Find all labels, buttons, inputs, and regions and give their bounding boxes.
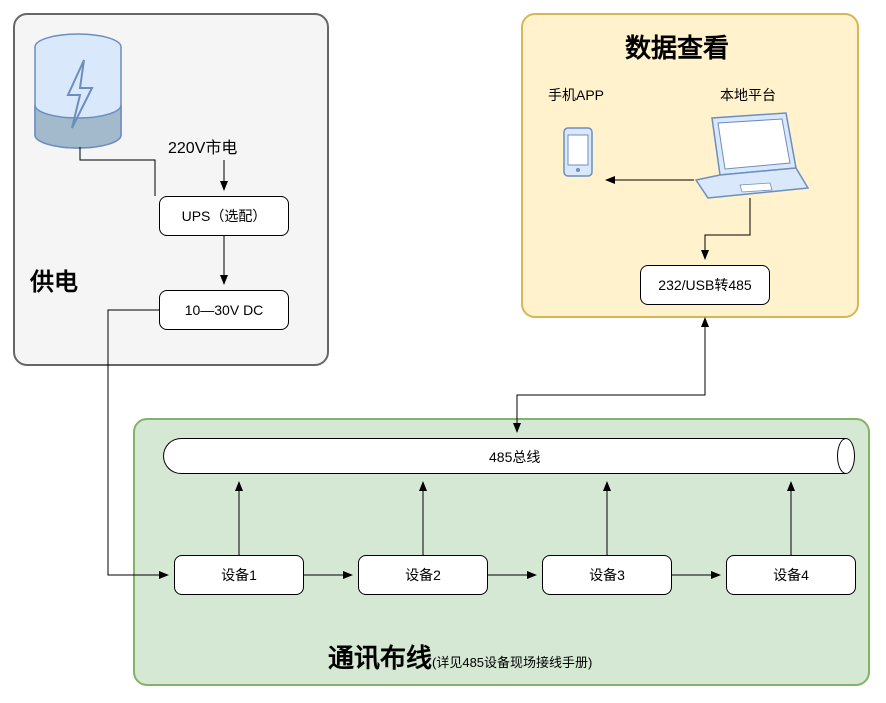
converter-label: 232/USB转485 <box>658 275 751 295</box>
bus-label: 485总线 <box>489 447 540 467</box>
wiring-title-text: 通讯布线 <box>328 643 432 673</box>
local-platform-label: 本地平台 <box>720 85 776 105</box>
phone-app-label: 手机APP <box>548 85 604 105</box>
device-2-label: 设备2 <box>405 565 441 585</box>
power-title: 供电 <box>30 262 78 297</box>
device-3-node: 设备3 <box>542 555 672 595</box>
ups-node: UPS（选配） <box>159 196 289 236</box>
device-4-node: 设备4 <box>726 555 856 595</box>
device-2-node: 设备2 <box>358 555 488 595</box>
converter-node: 232/USB转485 <box>640 265 770 305</box>
dc-node: 10—30V DC <box>159 290 289 330</box>
dc-label: 10—30V DC <box>185 302 264 318</box>
device-1-node: 设备1 <box>174 555 304 595</box>
viewing-title: 数据查看 <box>625 28 729 65</box>
device-3-label: 设备3 <box>589 565 625 585</box>
mains-label: 220V市电 <box>168 134 237 158</box>
wiring-subtitle: (详见485设备现场接线手册) <box>432 655 592 670</box>
device-4-label: 设备4 <box>773 565 809 585</box>
wiring-title: 通讯布线(详见485设备现场接线手册) <box>328 638 592 675</box>
conv-to-bus <box>517 318 705 432</box>
ups-label: UPS（选配） <box>182 206 267 226</box>
device-1-label: 设备1 <box>221 565 257 585</box>
